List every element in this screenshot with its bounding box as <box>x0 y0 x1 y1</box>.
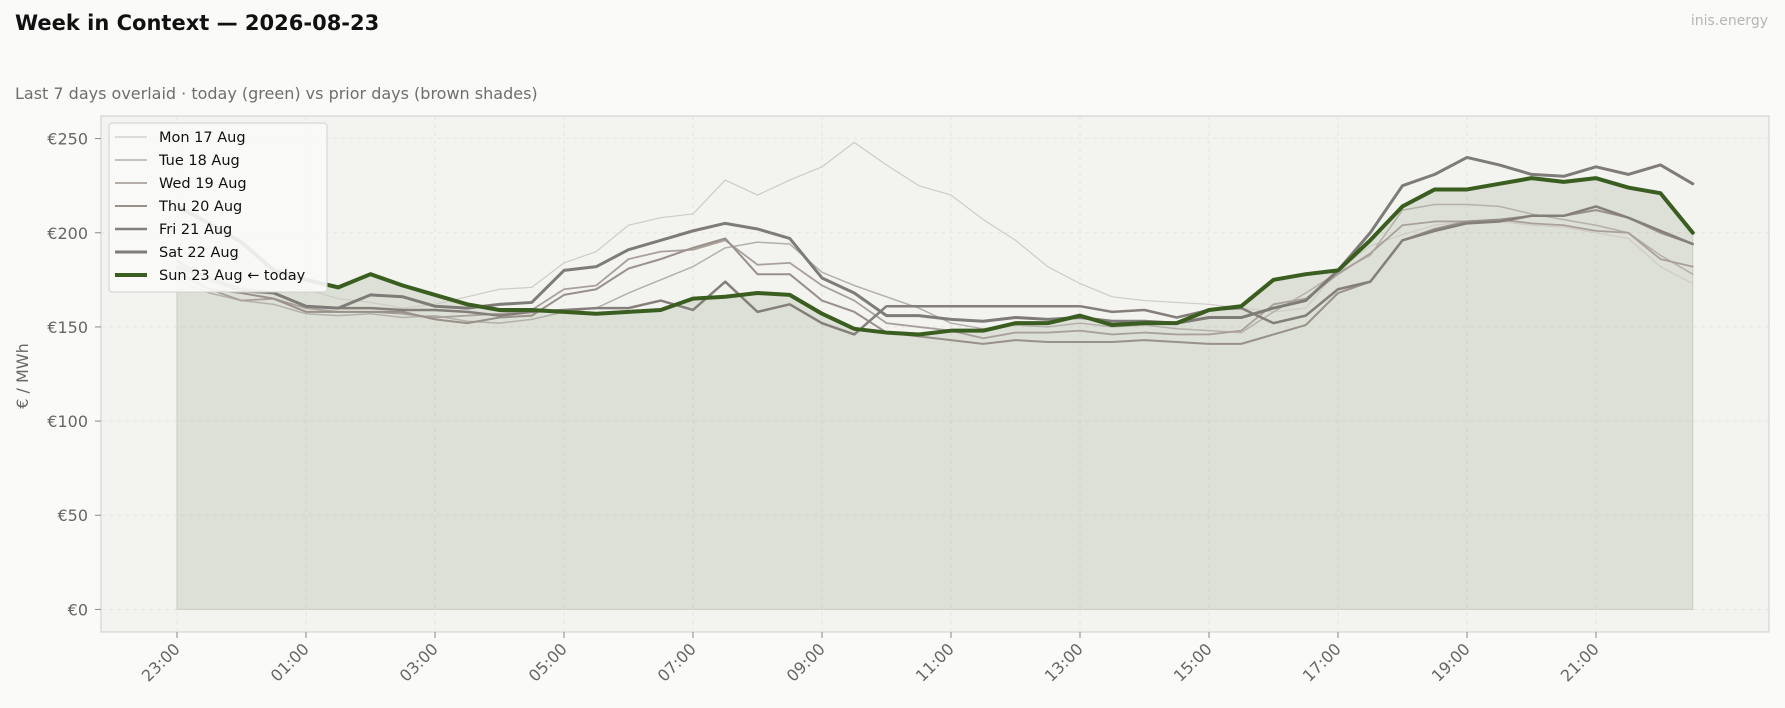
x-tick-label: 21:00 <box>1557 639 1603 685</box>
y-tick-label: €200 <box>47 224 88 243</box>
series-line-fri <box>175 205 1694 336</box>
y-axis: €0 €50 €100 €150 €200 €250 <box>47 130 101 619</box>
x-tick-label: 19:00 <box>1428 639 1474 685</box>
y-axis-label: € / MWh <box>13 343 32 409</box>
legend-box <box>108 122 328 293</box>
page-subtitle: Last 7 days overlaid · today (green) vs … <box>15 84 538 103</box>
x-tick-label: 23:00 <box>138 639 184 685</box>
legend-entry-label: Fri 21 Aug <box>159 222 232 238</box>
y-tick-label: €50 <box>57 506 88 525</box>
legend-entry-label: Sat 22 Aug <box>159 245 239 261</box>
series-lines <box>175 141 1695 345</box>
page-title: Week in Context — 2026-08-23 <box>15 11 380 35</box>
x-tick-label: 01:00 <box>267 639 313 685</box>
x-tick-label: 03:00 <box>396 639 442 685</box>
x-tick-label: 05:00 <box>525 639 571 685</box>
legend-entry-label: Sun 23 Aug ← today <box>159 268 306 284</box>
series-line-sat <box>175 155 1695 325</box>
y-tick-label: €250 <box>47 130 88 149</box>
x-tick-label: 11:00 <box>912 639 958 685</box>
series-line-tue <box>176 203 1694 334</box>
y-tick-label: €100 <box>47 412 88 431</box>
series-line-thu <box>176 209 1694 345</box>
y-tick-label: €150 <box>47 318 88 337</box>
x-tick-label: 07:00 <box>654 639 700 685</box>
x-tick-label: 15:00 <box>1170 639 1216 685</box>
x-tick-label: 17:00 <box>1299 639 1345 685</box>
series-line-sun <box>175 176 1695 337</box>
series-line-wed <box>176 218 1694 340</box>
y-tick-label: €0 <box>68 600 88 619</box>
plot-area <box>100 115 1770 633</box>
legend-entry-label: Mon 17 Aug <box>159 130 246 146</box>
x-tick-label: 13:00 <box>1041 639 1087 685</box>
x-tick-label: 09:00 <box>783 639 829 685</box>
legend-entry-label: Tue 18 Aug <box>158 153 240 169</box>
legend: Mon 17 Aug Tue 18 Aug Wed 19 Aug Thu 20 Aug… <box>108 122 328 293</box>
x-axis: 23:00 01:00 03:00 05:00 07:00 09:00 11:00 13:00… <box>138 632 1603 685</box>
legend-entry-label: Wed 19 Aug <box>159 176 247 192</box>
legend-entry-label: Thu 20 Aug <box>158 199 242 215</box>
brand-watermark: inis.energy <box>1690 13 1768 29</box>
